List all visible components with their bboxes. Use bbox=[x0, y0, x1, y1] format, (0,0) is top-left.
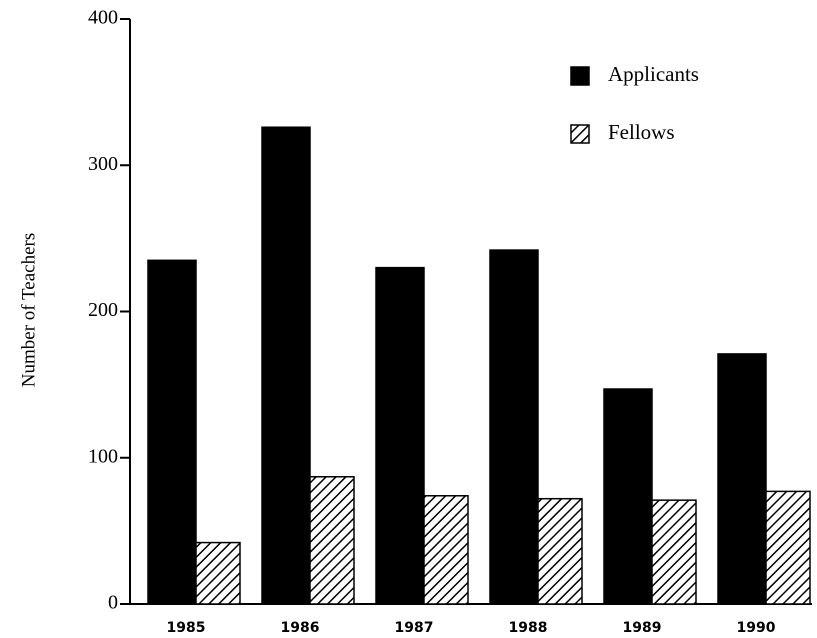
y-tick-label: 0 bbox=[108, 592, 118, 614]
bar bbox=[375, 266, 425, 605]
bar bbox=[489, 249, 539, 605]
y-tick-label: 200 bbox=[88, 299, 118, 321]
legend-swatch bbox=[570, 66, 590, 86]
bar bbox=[651, 499, 697, 605]
bar bbox=[309, 476, 355, 605]
x-tick-label: 1985 bbox=[167, 620, 206, 636]
legend-label: Applicants bbox=[608, 62, 699, 86]
x-tick-label: 1988 bbox=[509, 620, 548, 636]
bar bbox=[423, 495, 469, 605]
y-axis-label: Number of Teachers bbox=[18, 233, 39, 387]
y-tick-label: 400 bbox=[88, 7, 118, 29]
bar bbox=[603, 388, 653, 605]
bar bbox=[717, 353, 767, 605]
y-tick-label: 100 bbox=[88, 445, 118, 467]
x-tick-label: 1990 bbox=[737, 620, 776, 636]
legend-swatch bbox=[570, 124, 590, 144]
y-tick-label: 300 bbox=[88, 153, 118, 175]
bar bbox=[261, 126, 311, 605]
x-tick-label: 1987 bbox=[395, 620, 434, 636]
bar bbox=[195, 541, 241, 605]
x-tick-label: 1986 bbox=[281, 620, 320, 636]
bar bbox=[765, 490, 811, 605]
legend-label: Fellows bbox=[608, 120, 675, 144]
bar bbox=[537, 497, 583, 605]
bar bbox=[147, 259, 197, 605]
x-tick-label: 1989 bbox=[623, 620, 662, 636]
